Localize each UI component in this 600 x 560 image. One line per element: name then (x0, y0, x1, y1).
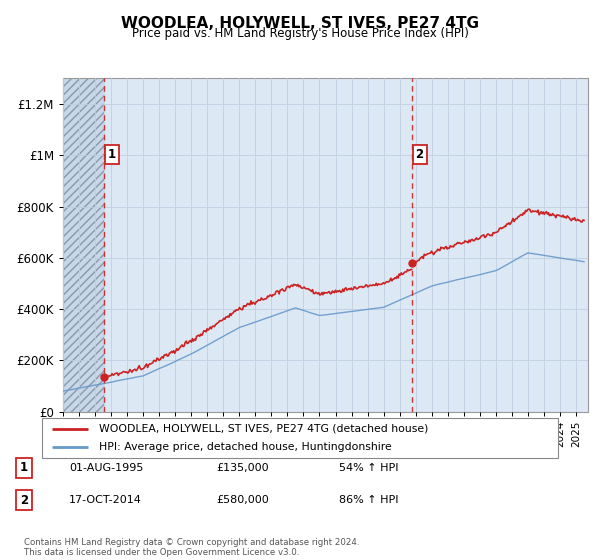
Text: WOODLEA, HOLYWELL, ST IVES, PE27 4TG (detached house): WOODLEA, HOLYWELL, ST IVES, PE27 4TG (de… (99, 424, 428, 433)
Text: 01-AUG-1995: 01-AUG-1995 (69, 463, 143, 473)
Bar (63, 78, 104, 412)
Text: 54% ↑ HPI: 54% ↑ HPI (339, 463, 398, 473)
Text: 1: 1 (20, 461, 28, 474)
Text: 2: 2 (20, 493, 28, 507)
Text: 1: 1 (107, 148, 116, 161)
FancyBboxPatch shape (42, 418, 558, 458)
Text: HPI: Average price, detached house, Huntingdonshire: HPI: Average price, detached house, Hunt… (99, 442, 392, 452)
Text: 17-OCT-2014: 17-OCT-2014 (69, 495, 142, 505)
Text: WOODLEA, HOLYWELL, ST IVES, PE27 4TG: WOODLEA, HOLYWELL, ST IVES, PE27 4TG (121, 16, 479, 31)
Text: Price paid vs. HM Land Registry's House Price Index (HPI): Price paid vs. HM Land Registry's House … (131, 27, 469, 40)
Text: £580,000: £580,000 (216, 495, 269, 505)
Text: Contains HM Land Registry data © Crown copyright and database right 2024.
This d: Contains HM Land Registry data © Crown c… (24, 538, 359, 557)
Text: 2: 2 (416, 148, 424, 161)
Text: 86% ↑ HPI: 86% ↑ HPI (339, 495, 398, 505)
Text: £135,000: £135,000 (216, 463, 269, 473)
Bar (63, 78, 104, 412)
